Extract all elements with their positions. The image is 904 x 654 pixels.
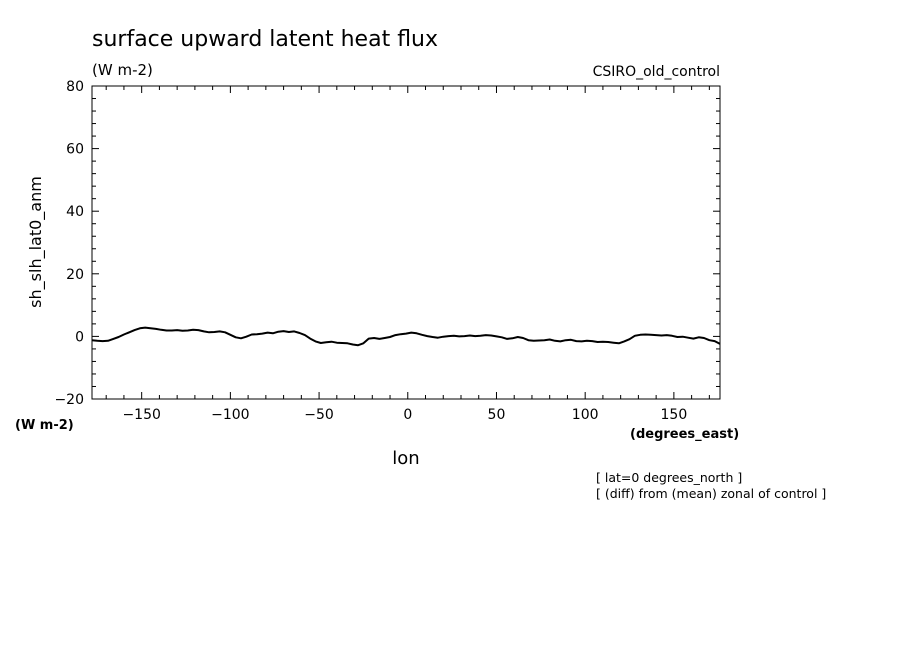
- x-tick-label: −50: [304, 407, 334, 423]
- y-axis-label: sh_slh_lat0_anm: [26, 176, 46, 308]
- plot-frame: [91, 85, 721, 400]
- y-tick-label: 60: [66, 142, 84, 158]
- y-axis-units: (W m-2): [15, 418, 74, 433]
- x-tick-label: −150: [122, 407, 160, 423]
- x-axis-units: (degrees_east): [630, 427, 739, 442]
- x-tick-label: −100: [211, 407, 249, 423]
- series-line: [91, 326, 721, 347]
- y-tick-label: −20: [54, 392, 84, 408]
- y-tick-label: 40: [66, 204, 84, 220]
- chart-title: surface upward latent heat flux: [92, 27, 438, 52]
- x-tick-label: 50: [488, 407, 506, 423]
- x-tick-label: 0: [403, 407, 412, 423]
- x-tick-label: 100: [572, 407, 599, 423]
- y-tick-label: 80: [66, 79, 84, 95]
- model-label: CSIRO_old_control: [593, 64, 720, 80]
- x-tick-label: 150: [661, 407, 688, 423]
- y-tick-label: 20: [66, 267, 84, 283]
- axis-ticks: [92, 85, 720, 400]
- x-axis-label: lon: [392, 448, 419, 469]
- x-tick-labels: −150 −100 −50 0 50 100 150: [122, 407, 687, 423]
- note-lat: [ lat=0 degrees_north ]: [596, 470, 742, 485]
- y-tick-labels: −20 0 20 40 60 80: [54, 79, 84, 408]
- title-units: (W m-2): [92, 61, 153, 79]
- y-tick-label: 0: [75, 329, 84, 345]
- note-diff: [ (diff) from (mean) zonal of control ]: [596, 486, 826, 501]
